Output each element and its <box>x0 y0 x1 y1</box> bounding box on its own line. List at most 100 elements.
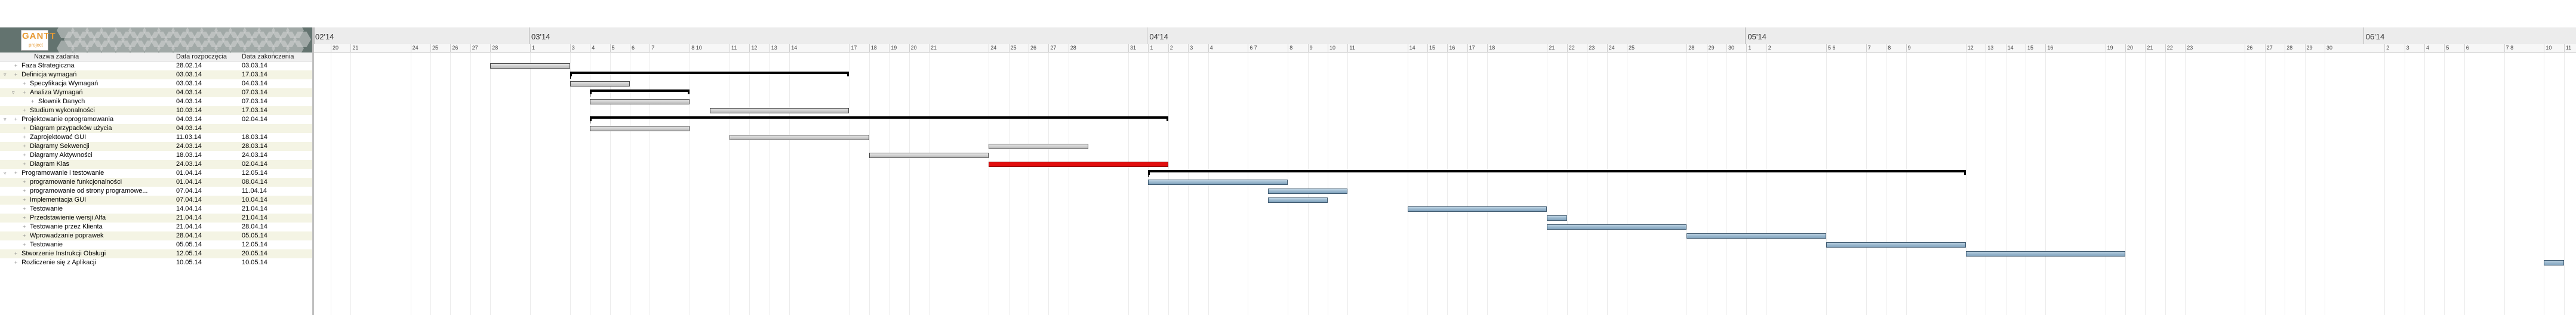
task-bar[interactable] <box>1965 251 2125 257</box>
task-row[interactable]: + Zaprojektować GUI 11.03.14 18.03.14 <box>0 133 312 142</box>
task-row[interactable]: + Diagramy Aktywności 18.03.14 24.03.14 <box>0 151 312 160</box>
task-row[interactable]: + Testowanie 05.05.14 12.05.14 <box>0 240 312 249</box>
task-row[interactable]: + Rozliczenie się z Aplikacji 10.05.14 10.0… <box>0 258 312 267</box>
task-bar[interactable] <box>1267 189 1348 194</box>
month-header: 02'14 03'14 04'14 05'14 06'14 <box>314 27 2576 45</box>
task-bullet-icon: + <box>23 152 26 158</box>
grid-line <box>849 52 850 315</box>
task-bar[interactable] <box>1547 215 1567 221</box>
task-bullet-icon: + <box>23 188 26 194</box>
task-name: Diagram Klas <box>30 160 70 168</box>
task-end-date: 12.05.14 <box>242 241 267 248</box>
task-row[interactable]: ▿ + Definicja wymagań 03.03.14 17.03.14 <box>0 70 312 79</box>
task-row[interactable]: + Testowanie 14.04.14 21.04.14 <box>0 205 312 214</box>
task-bar[interactable] <box>730 135 869 140</box>
day-label: 31 <box>1130 45 1137 51</box>
task-end-date: 05.05.14 <box>242 232 267 239</box>
collapse-toggle-icon[interactable]: ▿ <box>4 116 7 122</box>
task-bar[interactable] <box>1267 197 1328 203</box>
task-bar[interactable] <box>490 63 570 69</box>
task-bar[interactable] <box>590 126 690 131</box>
day-separator <box>2145 44 2146 52</box>
task-row[interactable]: + programowanie od strony programowe... 07… <box>0 187 312 196</box>
pane-splitter[interactable] <box>312 27 314 315</box>
column-header-start[interactable]: Data rozpoczęcia <box>176 53 227 60</box>
gantt-chart[interactable]: 02'14 03'14 04'14 05'14 06'14 20 21 24 25 26 27 28… <box>314 27 2576 315</box>
task-row[interactable]: + Diagram Klas 24.03.14 02.04.14 <box>0 160 312 169</box>
day-label: 9 <box>1309 45 1313 51</box>
grid-line <box>1487 52 1488 315</box>
grid-line <box>470 52 471 315</box>
day-label: 24 <box>412 45 418 51</box>
day-label: 15 <box>2027 45 2034 51</box>
task-row[interactable]: + Specyfikacja Wymagań 03.03.14 04.03.14 <box>0 79 312 88</box>
day-label: 8 10 <box>691 45 702 51</box>
task-bullet-icon: + <box>23 107 26 113</box>
task-bar[interactable] <box>1148 180 1288 185</box>
task-end-date: 12.05.14 <box>242 169 267 177</box>
day-label: 7 <box>1867 45 1871 51</box>
task-bar[interactable] <box>590 99 690 104</box>
task-start-date: 10.05.14 <box>176 259 202 266</box>
task-bar[interactable] <box>1407 206 1547 212</box>
day-label: 13 <box>771 45 777 51</box>
task-bullet-icon: + <box>14 251 18 257</box>
task-bar[interactable] <box>1547 224 1687 230</box>
day-label: 21 <box>352 45 359 51</box>
task-bar[interactable] <box>989 144 1089 149</box>
task-row[interactable]: + Faza Strategiczna 28.02.14 03.03.14 <box>0 61 312 70</box>
grid-line <box>570 52 571 315</box>
column-header-end[interactable]: Data zakończenia <box>242 53 294 60</box>
task-start-date: 12.05.14 <box>176 250 202 257</box>
logo-hex-42 <box>171 41 189 52</box>
day-label: 14 <box>2007 45 2014 51</box>
grid-line <box>2145 52 2146 315</box>
task-name: Zaprojektować GUI <box>30 134 87 141</box>
task-bullet-icon: + <box>23 161 26 167</box>
summary-bar[interactable] <box>570 72 850 76</box>
task-row[interactable]: ▿ + Programowanie i testowanie 01.04.14 12.0… <box>0 169 312 178</box>
day-label: 22 <box>1568 45 1575 51</box>
day-label: 5 <box>2446 45 2449 51</box>
critical-task-bar[interactable] <box>989 162 1168 167</box>
summary-bar[interactable] <box>1148 170 1966 175</box>
grid-line <box>1427 52 1428 315</box>
task-end-date: 24.03.14 <box>242 152 267 159</box>
task-row[interactable]: + Diagram przypadków użycia 04.03.14 <box>0 124 312 133</box>
collapse-toggle-icon[interactable]: ▿ <box>12 89 15 95</box>
task-row[interactable]: + Stworzenie Instrukcji Obsługi 12.05.14 20… <box>0 249 312 258</box>
grid-line <box>1866 52 1867 315</box>
task-row[interactable]: + Studium wykonalności 10.03.14 17.03.14 <box>0 106 312 115</box>
collapse-toggle-icon[interactable]: ▿ <box>4 72 7 78</box>
task-bar[interactable] <box>2544 260 2564 265</box>
task-start-date: 04.03.14 <box>176 116 202 123</box>
task-row[interactable]: ▿ + Analiza Wymagań 04.03.14 07.03.14 <box>0 88 312 97</box>
task-bar[interactable] <box>1826 242 1966 248</box>
task-row[interactable]: + Testowanie przez Klienta 21.04.14 28.04.1… <box>0 223 312 231</box>
month-separator <box>1745 27 1746 44</box>
task-row[interactable]: + Diagramy Sekwencji 24.03.14 28.03.14 <box>0 142 312 151</box>
task-bar[interactable] <box>570 81 630 87</box>
summary-bar[interactable] <box>590 89 690 94</box>
task-row[interactable]: + programowanie funkcjonalności 01.04.14 08… <box>0 178 312 187</box>
day-separator <box>1906 44 1907 52</box>
summary-bar[interactable] <box>590 116 1168 121</box>
task-start-date: 04.03.14 <box>176 125 202 132</box>
column-header-name[interactable]: Nazwa zadania <box>34 53 79 60</box>
task-bullet-icon: + <box>14 116 18 122</box>
day-separator <box>2504 44 2505 52</box>
task-row[interactable]: ▿ + Projektowanie oprogramowania 04.03.14 02… <box>0 115 312 124</box>
task-bar[interactable] <box>1686 233 1826 239</box>
task-row[interactable]: + Wprowadzanie poprawek 28.04.14 05.05.14 <box>0 231 312 240</box>
task-bar[interactable] <box>709 108 850 113</box>
task-bar[interactable] <box>869 153 989 158</box>
grid-line <box>2045 52 2046 315</box>
task-name: Projektowanie oprogramowania <box>21 116 114 123</box>
task-row[interactable]: + Przedstawienie wersji Alfa 21.04.14 21.04… <box>0 214 312 223</box>
day-label: 2 <box>1169 45 1173 51</box>
grid-line <box>929 52 930 315</box>
collapse-toggle-icon[interactable]: ▿ <box>4 170 7 176</box>
day-separator <box>430 44 431 52</box>
task-row[interactable]: + Słownik Danych 04.03.14 07.03.14 <box>0 97 312 106</box>
task-row[interactable]: + Implementacja GUI 07.04.14 10.04.14 <box>0 196 312 205</box>
